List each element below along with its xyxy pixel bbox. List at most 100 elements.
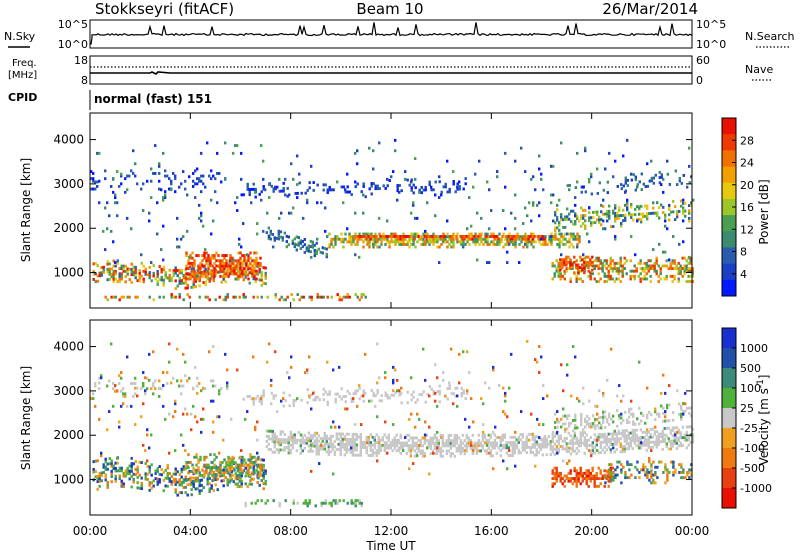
power-cell xyxy=(344,237,347,241)
velocity-cell xyxy=(646,468,649,472)
velocity-cell xyxy=(238,485,241,488)
power-cell xyxy=(142,269,145,273)
power-cell xyxy=(112,240,115,244)
velocity-cell xyxy=(453,439,456,443)
power-cell xyxy=(476,237,479,241)
velocity-cell xyxy=(162,489,165,493)
power-cell xyxy=(185,267,188,270)
power-cell xyxy=(424,240,427,244)
velocity-cell xyxy=(539,437,542,441)
velocity-cell xyxy=(691,438,694,442)
power-cell xyxy=(122,295,125,299)
power-cell xyxy=(653,267,656,270)
velocity-cell xyxy=(233,468,236,472)
velocity-cell xyxy=(242,464,245,467)
power-cell xyxy=(669,261,672,265)
power-cell xyxy=(307,249,310,253)
power-cell xyxy=(194,196,197,199)
power-cell xyxy=(538,167,541,171)
velocity-cell xyxy=(647,430,650,434)
power-cell xyxy=(663,264,666,268)
power-cell xyxy=(668,218,671,222)
power-cell xyxy=(239,269,242,273)
power-cell xyxy=(664,250,667,254)
power-cell xyxy=(237,261,240,265)
power-cell xyxy=(657,280,660,283)
velocity-cell xyxy=(622,394,625,398)
power-cell xyxy=(138,271,141,275)
power-cell xyxy=(187,272,190,276)
velocity-cell xyxy=(427,439,430,443)
power-cell xyxy=(430,240,433,244)
power-cell xyxy=(588,240,591,244)
velocity-cell xyxy=(680,407,683,411)
velocity-cell xyxy=(277,451,280,454)
velocity-cell xyxy=(604,481,607,485)
power-cell xyxy=(561,274,564,278)
power-cell xyxy=(142,209,145,212)
power-cell xyxy=(579,277,582,281)
velocity-cell xyxy=(593,484,596,488)
velocity-cell xyxy=(291,441,294,445)
power-cell xyxy=(558,223,561,227)
power-cell xyxy=(200,211,203,215)
velocity-cell xyxy=(435,441,438,445)
power-cell xyxy=(502,209,505,212)
velocity-cell xyxy=(477,441,480,445)
velocity-cell xyxy=(561,477,564,480)
power-cell xyxy=(382,184,385,188)
velocity-cell xyxy=(628,407,631,411)
power-cell xyxy=(581,263,584,267)
velocity-cell xyxy=(605,448,608,452)
power-cell xyxy=(463,237,466,241)
velocity-cell xyxy=(672,460,675,464)
power-cell xyxy=(114,277,117,281)
velocity-cell xyxy=(616,473,619,477)
velocity-cell xyxy=(202,486,205,489)
velocity-cell xyxy=(585,469,588,473)
power-cell xyxy=(366,232,369,236)
velocity-cell xyxy=(575,436,578,440)
velocity-cell xyxy=(679,433,682,437)
power-cell xyxy=(158,278,161,281)
velocity-cell xyxy=(432,390,435,393)
velocity-cell xyxy=(418,417,421,421)
power-cell xyxy=(255,269,258,273)
power-cell xyxy=(390,175,393,179)
power-cell xyxy=(657,264,660,268)
velocity-cell xyxy=(249,455,252,459)
velocity-cell xyxy=(663,437,666,441)
power-cell xyxy=(264,282,267,286)
power-cell xyxy=(172,269,175,272)
power-cell xyxy=(521,237,524,241)
velocity-cell xyxy=(572,345,575,348)
power-cell xyxy=(405,235,408,238)
velocity-cell xyxy=(180,491,183,495)
power-cell xyxy=(196,177,199,181)
power-cell xyxy=(688,181,691,185)
velocity-cell xyxy=(373,435,376,439)
velocity-cell xyxy=(538,436,541,439)
power-cell xyxy=(284,177,287,181)
velocity-cell xyxy=(569,477,572,480)
velocity-cell xyxy=(654,471,657,474)
power-cell xyxy=(553,272,556,276)
velocity-cell xyxy=(647,446,650,450)
velocity-cell xyxy=(467,444,470,448)
velocity-cell xyxy=(264,482,267,486)
velocity-cell xyxy=(212,345,215,348)
velocity-cell xyxy=(259,463,262,467)
power-cell xyxy=(434,180,437,184)
power-cell xyxy=(338,298,341,302)
power-cell xyxy=(152,298,155,302)
power-cell xyxy=(274,293,277,296)
power-cell xyxy=(197,267,200,270)
power-cell xyxy=(250,201,253,205)
velocity-cell xyxy=(271,435,274,438)
power-cell xyxy=(260,190,263,194)
velocity-cell xyxy=(351,438,354,441)
velocity-cell xyxy=(353,448,356,452)
power-cell xyxy=(350,193,353,196)
power-cell xyxy=(231,256,234,260)
velocity-cell xyxy=(225,463,228,467)
